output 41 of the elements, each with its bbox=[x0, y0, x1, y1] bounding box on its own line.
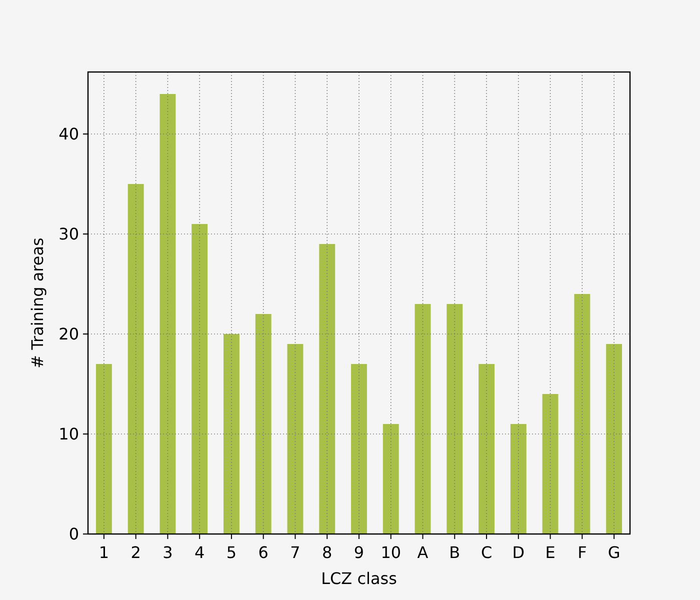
y-tick-label: 30 bbox=[58, 224, 79, 244]
x-tick-label: G bbox=[608, 543, 620, 562]
y-axis-title: # Training areas bbox=[28, 238, 47, 368]
bar bbox=[446, 304, 463, 534]
y-tick-label: 20 bbox=[58, 324, 79, 344]
x-tick-label: C bbox=[480, 543, 492, 562]
bar bbox=[224, 334, 240, 534]
bar bbox=[96, 364, 112, 534]
x-tick-label: 7 bbox=[290, 543, 300, 562]
bar bbox=[510, 424, 526, 534]
bar bbox=[542, 394, 558, 534]
bar bbox=[414, 304, 431, 534]
bar bbox=[319, 244, 336, 534]
x-tick-label: E bbox=[545, 543, 556, 562]
x-tick-label: 1 bbox=[98, 543, 110, 562]
y-tick-label: 40 bbox=[58, 124, 79, 144]
x-tick-label: 5 bbox=[226, 543, 237, 562]
bar bbox=[478, 364, 494, 534]
bar bbox=[255, 314, 272, 534]
x-axis-title: LCZ class bbox=[321, 569, 397, 588]
x-tick-label: 6 bbox=[258, 543, 268, 562]
bar bbox=[160, 94, 176, 534]
bar bbox=[574, 294, 590, 534]
x-tick-label: 4 bbox=[194, 543, 205, 562]
x-tick-label: F bbox=[578, 543, 587, 562]
x-tick-label: 2 bbox=[130, 543, 141, 562]
bar bbox=[351, 364, 367, 534]
bar bbox=[128, 184, 144, 534]
x-tick-label: A bbox=[417, 543, 428, 562]
x-tick-label: 8 bbox=[322, 543, 332, 562]
bar bbox=[287, 344, 304, 534]
y-tick-label: 10 bbox=[58, 424, 79, 444]
bar bbox=[192, 224, 208, 534]
x-tick-label: 3 bbox=[162, 543, 173, 562]
bar bbox=[606, 344, 622, 534]
y-tick-label: 0 bbox=[68, 524, 79, 544]
x-tick-label: B bbox=[449, 543, 460, 562]
x-tick-label: 9 bbox=[354, 543, 364, 562]
x-tick-label: 10 bbox=[380, 543, 402, 562]
x-tick-label: D bbox=[512, 543, 525, 562]
bar bbox=[382, 424, 399, 534]
